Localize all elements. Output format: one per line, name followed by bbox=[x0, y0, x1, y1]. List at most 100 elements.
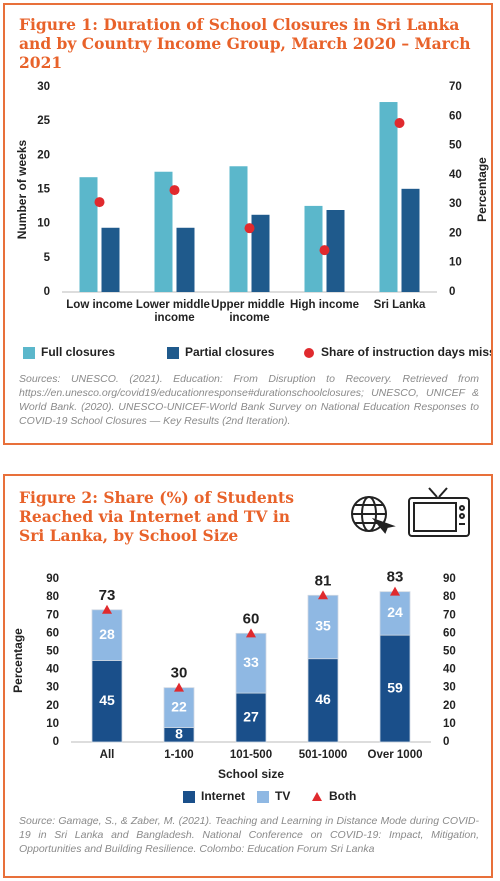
dot-marker bbox=[244, 223, 255, 234]
data-label: 73 bbox=[99, 587, 116, 604]
y2-tick-label: 50 bbox=[443, 645, 456, 657]
x-axis-label: School size bbox=[218, 767, 284, 781]
bar-segment bbox=[379, 634, 411, 743]
chart-title: Figure 1: Duration of School Closures in… bbox=[19, 15, 471, 72]
data-label: 45 bbox=[99, 692, 115, 708]
legend-label: Both bbox=[329, 789, 356, 803]
y-tick-label: 90 bbox=[46, 573, 59, 585]
y-tick-label: 15 bbox=[37, 184, 50, 196]
y2-tick-label: 0 bbox=[449, 286, 455, 298]
data-label: 83 bbox=[387, 569, 404, 586]
legend-label: TV bbox=[275, 789, 290, 803]
legend-label: Share of instruction days missed bbox=[321, 345, 491, 359]
y2-tick-label: 70 bbox=[449, 81, 462, 93]
y-tick-label: 5 bbox=[44, 252, 51, 264]
legend-swatch bbox=[167, 347, 179, 359]
data-label: 28 bbox=[99, 626, 115, 642]
legend-label: Full closures bbox=[41, 345, 115, 359]
bar bbox=[401, 188, 420, 292]
y2-tick-label: 30 bbox=[449, 198, 462, 210]
y2-tick-label: 0 bbox=[443, 736, 449, 748]
data-label: 59 bbox=[387, 679, 403, 695]
y2-axis-label: Percentage bbox=[475, 157, 489, 222]
x-tick-label: Upper middle income bbox=[211, 299, 288, 324]
chart-title: Figure 2: Share (%) of Students Reached … bbox=[19, 488, 294, 545]
y-tick-label: 40 bbox=[46, 664, 59, 676]
bar bbox=[79, 177, 98, 292]
data-label: 8 bbox=[175, 725, 183, 741]
legend-swatch bbox=[183, 791, 195, 803]
y2-tick-label: 40 bbox=[449, 169, 462, 181]
x-tick-label: 501-1000 bbox=[299, 749, 348, 761]
tv-icon bbox=[408, 487, 470, 537]
y2-tick-label: 10 bbox=[443, 718, 456, 730]
y2-tick-label: 80 bbox=[443, 591, 456, 603]
triangle-marker bbox=[102, 604, 112, 614]
x-tick-label: All bbox=[100, 749, 115, 761]
triangle-marker bbox=[312, 792, 322, 801]
chart: 0 10 20 30 40 50 60 70 80 90 0 10 20 30 40 50 60 70 80 90 Pe… bbox=[11, 569, 456, 804]
dot-marker bbox=[304, 348, 314, 358]
y-tick-label: 10 bbox=[37, 218, 50, 230]
y2-tick-label: 30 bbox=[443, 682, 456, 694]
y-tick-label: 20 bbox=[37, 149, 50, 161]
bar bbox=[101, 227, 120, 292]
y-tick-label: 60 bbox=[46, 627, 59, 639]
bar bbox=[251, 214, 270, 292]
y-axis-label: Percentage bbox=[11, 628, 25, 693]
bar bbox=[326, 210, 345, 292]
x-tick-label: Sri Lanka bbox=[374, 299, 426, 311]
bar bbox=[379, 102, 398, 293]
y-tick-label: 10 bbox=[46, 718, 59, 730]
bar bbox=[304, 205, 323, 292]
y-axis-label: Number of weeks bbox=[15, 139, 29, 239]
y2-tick-label: 20 bbox=[443, 700, 456, 712]
dot-marker bbox=[319, 245, 330, 256]
y2-tick-label: 10 bbox=[449, 257, 462, 269]
y-tick-label: 20 bbox=[46, 700, 59, 712]
chart: 0 5 10 15 20 25 30 0 10 20 30 40 50 60 70 Number of wee… bbox=[15, 81, 491, 359]
y-tick-label: 80 bbox=[46, 591, 59, 603]
bar bbox=[154, 171, 173, 292]
bar bbox=[229, 166, 248, 292]
y2-tick-label: 20 bbox=[449, 227, 462, 239]
y2-tick-label: 60 bbox=[449, 110, 462, 122]
y2-tick-label: 40 bbox=[443, 664, 456, 676]
data-label: 22 bbox=[171, 698, 187, 714]
x-tick-label: 101-500 bbox=[230, 749, 272, 761]
data-label: 24 bbox=[387, 604, 403, 620]
y2-tick-label: 50 bbox=[449, 140, 462, 152]
triangle-marker bbox=[246, 628, 256, 638]
legend-label: Internet bbox=[201, 789, 245, 803]
y-tick-label: 0 bbox=[53, 736, 59, 748]
legend-swatch bbox=[257, 791, 269, 803]
dot-marker bbox=[394, 118, 405, 129]
bar-segment bbox=[163, 687, 195, 728]
y-tick-label: 30 bbox=[37, 81, 50, 93]
x-tick-label: High income bbox=[290, 299, 359, 311]
bar-segment bbox=[91, 609, 123, 661]
bar bbox=[176, 227, 195, 292]
y-tick-label: 70 bbox=[46, 609, 59, 621]
figure-panel: Figure 2: Share (%) of Students Reached … bbox=[3, 474, 493, 878]
y-tick-label: 50 bbox=[46, 645, 59, 657]
dot-marker bbox=[169, 185, 180, 196]
x-tick-label: Lower middle income bbox=[136, 299, 213, 324]
data-label: 30 bbox=[171, 665, 188, 682]
source-note: Sources: UNESCO. (2021). Education: From… bbox=[19, 373, 479, 427]
data-label: 33 bbox=[243, 654, 259, 670]
data-label: 46 bbox=[315, 691, 331, 707]
y-tick-label: 25 bbox=[37, 115, 50, 127]
legend-swatch bbox=[23, 347, 35, 359]
bar-segment bbox=[235, 692, 267, 743]
x-tick-label: Over 1000 bbox=[368, 749, 423, 761]
source-note: Source: Gamage, S., & Zaber, M. (2021). … bbox=[19, 815, 479, 855]
figure-panel: Figure 1: Duration of School Closures in… bbox=[3, 3, 493, 445]
icons bbox=[351, 487, 470, 537]
triangle-marker bbox=[318, 590, 328, 600]
y2-tick-label: 90 bbox=[443, 573, 456, 585]
data-label: 81 bbox=[315, 572, 332, 589]
globe-icon bbox=[351, 496, 396, 534]
dot-marker bbox=[94, 197, 105, 208]
